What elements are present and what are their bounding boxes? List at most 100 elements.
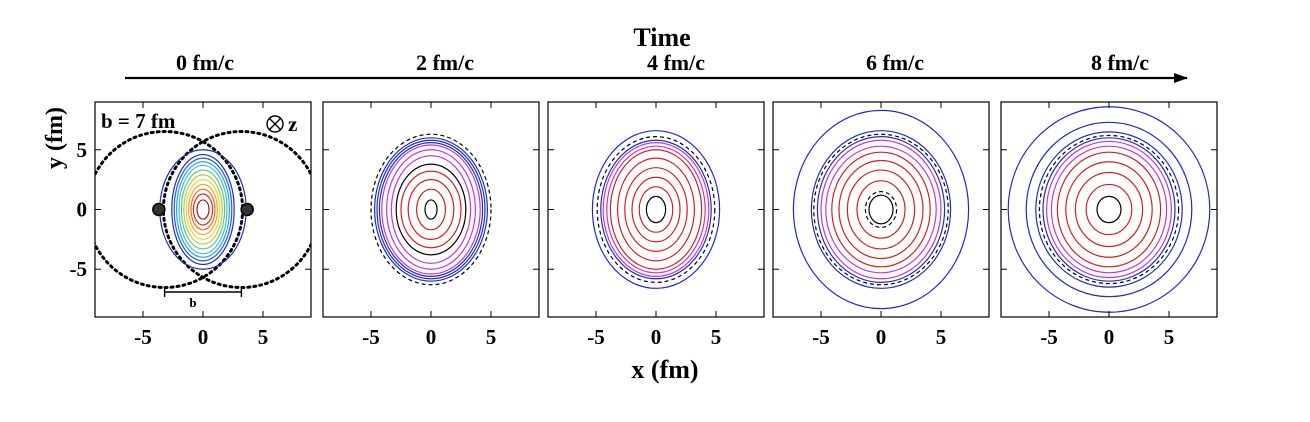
- contour-line: [416, 188, 447, 231]
- y-tick-label: 5: [77, 138, 88, 162]
- contour-line: [616, 157, 695, 262]
- contour-line: [196, 199, 210, 220]
- panel-3: -5 0 5: [772, 101, 990, 349]
- contour-line: [816, 136, 946, 283]
- contour-line: [192, 193, 214, 226]
- time-label: 8 fm/c: [1091, 50, 1149, 75]
- contour-line: [173, 157, 233, 262]
- panel-4: -5 0 5: [1000, 101, 1218, 349]
- x-tick-label: 0: [651, 325, 662, 349]
- panel-frame: [94, 101, 312, 318]
- contour-line: [602, 142, 710, 277]
- x-tick-label: 0: [426, 325, 437, 349]
- time-label: 6 fm/c: [866, 50, 924, 75]
- contour-line: [591, 130, 721, 289]
- contour-line: [374, 137, 489, 282]
- x-tick-label: 5: [936, 325, 947, 349]
- x-tick-label: 5: [486, 325, 497, 349]
- contour-line: [792, 109, 970, 310]
- contour-line: [185, 179, 221, 240]
- beam-direction-icon-stroke: [268, 117, 282, 131]
- contour-line: [645, 195, 667, 224]
- contour-line: [190, 188, 216, 231]
- contour-line: [180, 169, 226, 250]
- contour-line: [631, 176, 681, 243]
- x-tick-label: -5: [134, 325, 152, 349]
- x-axis-label: x (fm): [631, 355, 698, 384]
- contour-line: [424, 199, 438, 220]
- contour-line: [171, 153, 235, 266]
- contour-line: [390, 155, 472, 264]
- contour-line: [1065, 161, 1153, 258]
- contour-line: [400, 170, 462, 249]
- contour-line: [1035, 131, 1183, 288]
- panel-contents: [370, 133, 492, 286]
- contour-line: [378, 142, 484, 277]
- contour-line: [846, 169, 916, 250]
- contour-line: [381, 144, 481, 275]
- panel-contents: [591, 130, 721, 289]
- contour-line: [407, 179, 455, 240]
- panel-frame: [1000, 101, 1218, 318]
- contour-line: [600, 139, 712, 280]
- contour-line: [825, 145, 937, 274]
- contour-line: [868, 194, 894, 225]
- x-tick-label: 0: [198, 325, 209, 349]
- contour-panels: -5 0 5 5 0 -5 b = 7 fm z b -5 0 5 -5 0 5 -5 0 5 -5 0 5: [70, 101, 1218, 349]
- x-tick-label: -5: [1040, 325, 1058, 349]
- contour-line: [810, 130, 952, 289]
- time-axis-title: Time: [633, 23, 690, 52]
- x-tick-label: 5: [258, 325, 269, 349]
- contour-line: [1074, 171, 1144, 248]
- contour-line: [856, 180, 906, 239]
- contour-line: [1042, 137, 1176, 282]
- panel-1: -5 0 5: [322, 101, 540, 349]
- time-label: 4 fm/c: [647, 50, 705, 75]
- contour-line: [1050, 145, 1168, 274]
- time-labels: 0 fm/c 2 fm/c 4 fm/c 6 fm/c 8 fm/c: [176, 50, 1149, 75]
- panel-contents: [792, 109, 970, 310]
- contour-line: [1045, 140, 1172, 279]
- x-tick-label: -5: [362, 325, 380, 349]
- x-tick-label: 0: [1104, 325, 1115, 349]
- contour-line: [813, 133, 949, 286]
- contour-line: [395, 163, 467, 256]
- contour-line: [159, 149, 247, 270]
- contour-line: [1038, 134, 1180, 285]
- impact-parameter-label: b = 7 fm: [101, 109, 176, 133]
- contour-line: [376, 139, 486, 280]
- contour-line: [1056, 151, 1162, 268]
- panel-contents: [1007, 106, 1211, 313]
- contour-line: [864, 190, 898, 229]
- impact-parameter-symbol: b: [189, 295, 196, 310]
- x-tick-label: 0: [876, 325, 887, 349]
- contour-line: [838, 159, 924, 260]
- panel-2: -5 0 5: [547, 101, 765, 349]
- contour-line: [624, 167, 688, 252]
- beam-direction-icon: [266, 115, 284, 133]
- time-label: 0 fm/c: [176, 50, 234, 75]
- panel-frame: [772, 101, 990, 318]
- contour-line: [183, 174, 223, 245]
- contour-line: [609, 149, 703, 270]
- collision-point: [152, 202, 166, 217]
- y-tick-label: 0: [77, 198, 88, 222]
- contour-line: [386, 149, 477, 270]
- contour-line: [820, 139, 942, 280]
- contour-line: [1096, 195, 1122, 224]
- collision-point: [240, 202, 254, 217]
- contour-line: [638, 186, 674, 233]
- contour-line: [596, 136, 716, 283]
- x-tick-label: -5: [812, 325, 830, 349]
- contour-line: [178, 164, 228, 255]
- contour-line: [831, 151, 931, 268]
- contour-line: [370, 133, 492, 286]
- contour-line: [188, 183, 219, 236]
- x-tick-label: -5: [587, 325, 605, 349]
- panel-0: -5 0 5 5 0 -5 b = 7 fm z b: [70, 101, 312, 349]
- x-tick-label: 5: [1164, 325, 1175, 349]
- contour-line: [606, 145, 706, 274]
- contour-line: [176, 161, 231, 258]
- y-tick-label: -5: [70, 257, 88, 281]
